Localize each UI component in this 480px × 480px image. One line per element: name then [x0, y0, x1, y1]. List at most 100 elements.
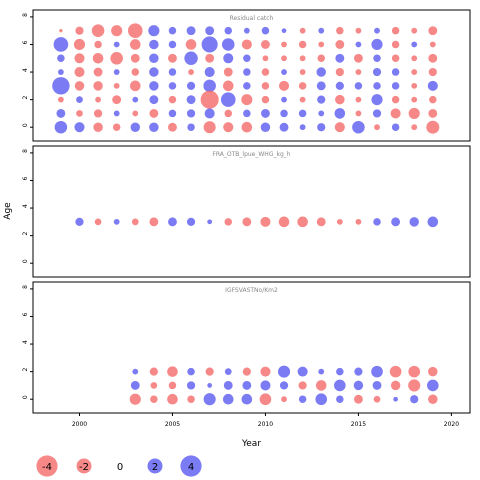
- residual-bubble: [299, 27, 306, 34]
- residual-bubble: [428, 26, 438, 36]
- residual-bubble: [149, 95, 159, 105]
- y-tick-label: 0: [22, 395, 29, 399]
- panel-frame: [32, 145, 471, 278]
- residual-bubble: [186, 81, 196, 90]
- y-tick-label: 6: [22, 40, 29, 44]
- residual-bubble: [427, 80, 438, 91]
- residual-bubble: [355, 27, 362, 34]
- residual-bubble: [132, 96, 139, 103]
- residual-bubble: [200, 90, 219, 109]
- residual-bubble: [130, 122, 141, 132]
- residual-bubble: [91, 24, 105, 37]
- residual-bubble: [336, 395, 344, 403]
- residual-bubble: [318, 368, 325, 375]
- residual-bubble: [408, 107, 420, 119]
- residual-bubble: [316, 67, 326, 77]
- x-tick-label: 2020: [444, 421, 459, 428]
- residual-bubble: [318, 110, 325, 117]
- residual-bubble: [316, 217, 326, 227]
- residual-bubble: [93, 109, 103, 118]
- residual-bubble: [57, 69, 64, 75]
- residual-bubble: [334, 122, 345, 133]
- residual-bubble: [411, 96, 418, 103]
- residual-bubble: [393, 396, 398, 402]
- residual-bubble: [428, 53, 438, 63]
- residual-bubble: [335, 40, 345, 49]
- residual-bubble: [391, 68, 400, 76]
- y-tick-label: 4: [22, 340, 29, 344]
- residual-bubble: [261, 82, 270, 90]
- residual-bubble: [149, 108, 159, 118]
- residual-bubble: [373, 218, 381, 226]
- residual-bubble: [113, 69, 120, 75]
- residual-bubble: [428, 394, 438, 404]
- residual-bubble: [411, 55, 418, 62]
- residual-bubble: [204, 67, 215, 78]
- residual-bubble: [186, 95, 196, 105]
- residual-bubble: [243, 82, 251, 90]
- residual-bubble: [373, 54, 381, 63]
- residual-bubble: [148, 25, 160, 37]
- y-tick-label: 4: [22, 204, 29, 208]
- residual-bubble: [372, 380, 382, 390]
- residual-bubble: [279, 80, 290, 91]
- residual-bubble: [429, 95, 437, 104]
- residual-bubble: [260, 216, 271, 227]
- y-tick-label: 0: [22, 259, 29, 263]
- residual-bubble: [428, 366, 438, 377]
- residual-bubble: [74, 81, 85, 91]
- residual-bubble: [204, 108, 215, 119]
- residual-bubble: [390, 108, 401, 119]
- residual-bubble: [355, 110, 362, 117]
- residual-bubble: [315, 393, 328, 406]
- residual-bubble: [411, 27, 418, 34]
- residual-bubble: [243, 109, 251, 118]
- residual-bubble: [167, 393, 178, 405]
- residual-bubble: [52, 77, 70, 95]
- residual-bubble: [372, 109, 382, 118]
- residual-bubble: [149, 122, 159, 132]
- residual-bubble: [411, 69, 418, 75]
- residual-bubble: [203, 393, 216, 406]
- residual-bubble: [278, 216, 290, 228]
- residual-bubble: [131, 218, 139, 226]
- residual-bubble: [185, 39, 197, 50]
- residual-bubble: [127, 23, 143, 38]
- residual-bubble: [56, 108, 66, 118]
- y-tick-label: 6: [22, 312, 29, 316]
- residual-bubble: [391, 95, 400, 104]
- residual-bubble: [150, 382, 158, 389]
- residual-bubble: [261, 95, 270, 104]
- residual-bubble: [281, 96, 287, 103]
- residual-bubble: [352, 120, 365, 134]
- residual-bubble: [224, 218, 233, 226]
- residual-bubble: [149, 81, 159, 91]
- residual-bubble: [93, 81, 103, 91]
- residual-bubble: [149, 67, 159, 77]
- residual-bubble: [223, 53, 234, 64]
- residual-bubble: [374, 27, 380, 34]
- residual-bubble: [259, 393, 272, 406]
- y-tick-label: 0: [22, 123, 29, 127]
- x-tick-label: 2010: [258, 421, 273, 428]
- residual-bubble: [428, 108, 438, 118]
- residual-bubble: [262, 55, 269, 62]
- residual-bubble: [76, 110, 83, 117]
- residual-bubble: [131, 68, 140, 76]
- residual-bubble: [57, 54, 65, 63]
- residual-bubble: [298, 381, 307, 390]
- residual-bubble: [168, 122, 177, 132]
- residual-bubble: [354, 82, 363, 90]
- residual-bubble: [112, 123, 121, 131]
- residual-bubble: [75, 217, 84, 226]
- residual-bubble: [335, 67, 344, 77]
- residual-bubble: [168, 217, 177, 227]
- residual-bubble: [168, 53, 177, 63]
- residual-bubble: [391, 54, 400, 63]
- residual-bubble: [224, 368, 232, 375]
- residual-bubble: [391, 123, 400, 131]
- residual-bubble: [187, 395, 195, 403]
- legend-label: 4: [188, 462, 194, 473]
- residual-bubble: [186, 109, 196, 118]
- residual-bubble: [168, 109, 177, 118]
